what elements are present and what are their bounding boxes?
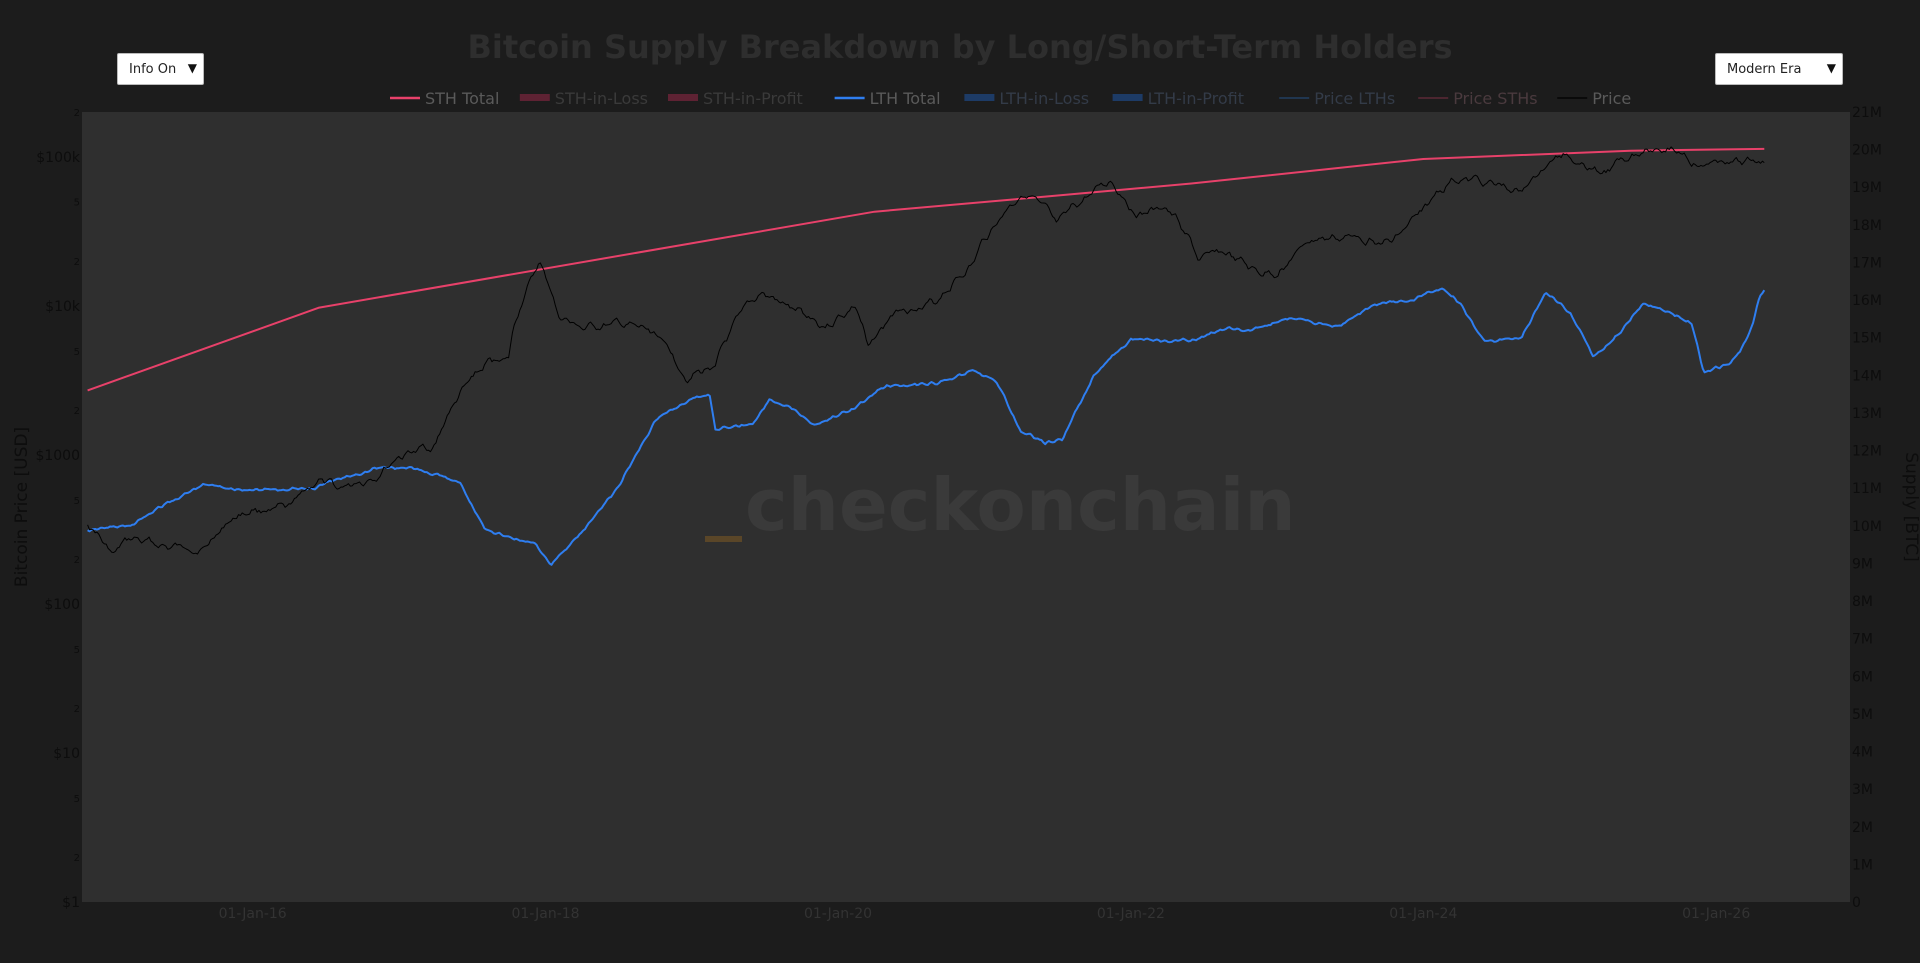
y-right-tick-label: 19M (1852, 180, 1882, 196)
y-right-tick-label: 8M (1852, 594, 1873, 610)
y-right-axis: 0 1M 2M 3M 4M 5M 6M 7M 8M 9M 10M 11M 12M 13M 14M 15M 16M… (1852, 105, 1882, 911)
y-right-tick-label: 14M (1852, 368, 1882, 384)
x-tick-label: 01-Jan-18 (511, 906, 579, 922)
y-right-tick-label: 0 (1852, 895, 1861, 911)
x-tick-label: 01-Jan-24 (1389, 906, 1457, 922)
series-line-lth-total (87, 287, 1766, 566)
y-left-minor-tick-label: 5 (74, 198, 80, 209)
y-right-tick-label: 4M (1852, 745, 1873, 761)
y-left-tick-label: $1 (62, 895, 80, 911)
y-left-tick-label: $1000 (35, 448, 80, 464)
y-right-tick-label: 17M (1852, 255, 1882, 271)
y-left-minor-tick-label: 2 (74, 108, 80, 119)
watermark-underscore (705, 536, 742, 542)
x-axis: 01-Jan-16 01-Jan-18 01-Jan-20 01-Jan-22 01-J… (219, 906, 1751, 922)
series-layer (87, 146, 1766, 566)
y-right-tick-label: 1M (1852, 857, 1873, 873)
chart-legend: STH Total STH-in-Loss STH-in-Profit LTH Tot… (390, 89, 1631, 108)
y-left-minor-tick-label: 2 (74, 555, 80, 566)
series-line-sth-total (87, 147, 1765, 392)
y-left-minor-tick-label: 2 (74, 704, 80, 715)
y-right-tick-label: 10M (1852, 519, 1882, 535)
plot-area (82, 112, 1850, 902)
x-tick-label: 01-Jan-26 (1682, 906, 1750, 922)
y-right-tick-label: 2M (1852, 820, 1873, 836)
y-right-tick-label: 18M (1852, 218, 1882, 234)
y-left-minor-tick-label: 5 (74, 496, 80, 507)
y-right-tick-label: 7M (1852, 632, 1873, 648)
y-right-tick-label: 9M (1852, 556, 1873, 572)
watermark-text: checkonchain (745, 463, 1296, 547)
legend-swatch (964, 94, 995, 101)
y-left-tick-label: $10 (53, 746, 80, 762)
legend-swatch (1112, 94, 1143, 101)
y-left-minor-tick-label: 5 (74, 794, 80, 805)
legend-entry-label: Price LTHs (1314, 89, 1395, 108)
y-left-minor-tick-label: 2 (74, 257, 80, 268)
y-right-tick-label: 20M (1852, 143, 1882, 159)
era-select-dropdown[interactable]: Modern Era ▼ (1715, 53, 1843, 85)
y-right-tick-label: 13M (1852, 406, 1882, 422)
watermark: checkonchain (705, 463, 1296, 547)
legend-entry-label: Price STHs (1453, 89, 1537, 108)
y-left-minor-tick-label: 2 (74, 406, 80, 417)
x-tick-label: 01-Jan-20 (804, 906, 872, 922)
dropdown-arrow-icon: ▼ (1826, 61, 1836, 75)
legend-entry-label: STH Total (425, 89, 499, 108)
dropdown-arrow-icon: ▼ (187, 61, 197, 75)
y-right-tick-label: 16M (1852, 293, 1882, 309)
info-toggle-label: Info On (129, 61, 177, 77)
y-right-tick-label: 12M (1852, 444, 1882, 460)
legend-entry-label: Price (1592, 89, 1631, 108)
legend-entry-label: LTH-in-Loss (999, 89, 1089, 108)
y-left-tick-label: $10k (45, 299, 81, 315)
x-tick-label: 01-Jan-16 (219, 906, 287, 922)
legend-entry-label: LTH-in-Profit (1148, 89, 1244, 108)
y-right-tick-label: 3M (1852, 782, 1873, 798)
info-toggle-dropdown[interactable]: Info On ▼ (117, 53, 204, 85)
x-tick-label: 01-Jan-22 (1097, 906, 1165, 922)
y-left-tick-label: $100k (36, 150, 81, 166)
y-left-axis: $1 $10 $100 $1000 $10k $100k 2 5 2 5 2 5 2 5 2 5 2 (35, 108, 80, 911)
legend-entry-label: STH-in-Profit (703, 89, 803, 108)
y-left-tick-label: $100 (44, 597, 80, 613)
chart-title: Bitcoin Supply Breakdown by Long/Short-T… (467, 28, 1452, 66)
series-line-price (87, 146, 1765, 555)
y-right-tick-label: 21M (1852, 105, 1882, 121)
y-right-tick-label: 6M (1852, 669, 1873, 685)
legend-swatch (519, 94, 550, 101)
y-right-tick-label: 15M (1852, 331, 1882, 347)
y-right-tick-label: 5M (1852, 707, 1873, 723)
y-right-tick-label: 11M (1852, 481, 1882, 497)
y-left-minor-tick-label: 2 (74, 853, 80, 864)
y-left-minor-tick-label: 5 (74, 347, 80, 358)
era-select-label: Modern Era (1727, 61, 1802, 77)
legend-entry-label: LTH Total (870, 89, 941, 108)
y-left-axis-label: Bitcoin Price [USD] (12, 427, 32, 587)
legend-swatch (668, 94, 698, 101)
legend-entry-label: STH-in-Loss (555, 89, 648, 108)
y-right-axis-label: Supply [BTC] (1901, 452, 1920, 562)
y-left-minor-tick-label: 5 (74, 645, 80, 656)
